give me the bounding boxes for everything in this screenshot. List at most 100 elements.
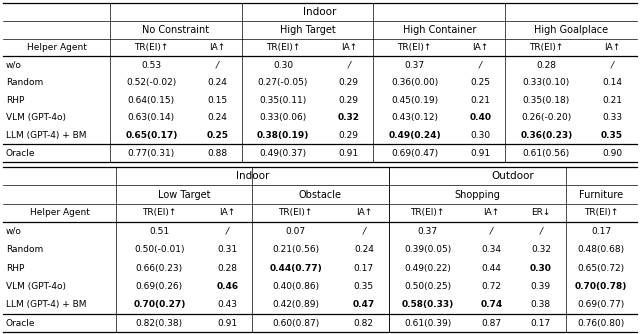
Text: TR(EI)↑: TR(EI)↑ <box>529 43 563 52</box>
Text: 0.64(0.15): 0.64(0.15) <box>128 96 175 105</box>
Text: 0.44: 0.44 <box>481 264 501 273</box>
Text: 0.27(-0.05): 0.27(-0.05) <box>258 78 308 87</box>
Text: 0.37: 0.37 <box>404 60 425 69</box>
Text: 0.36(0.00): 0.36(0.00) <box>391 78 438 87</box>
Text: 0.34: 0.34 <box>481 245 501 254</box>
Text: 0.29: 0.29 <box>339 131 359 140</box>
Text: 0.07: 0.07 <box>285 227 306 236</box>
Text: IA↑: IA↑ <box>220 208 236 217</box>
Text: Random: Random <box>6 245 43 254</box>
Text: 0.70(0.27): 0.70(0.27) <box>133 300 186 309</box>
Text: 0.21(0.56): 0.21(0.56) <box>272 245 319 254</box>
Text: 0.88: 0.88 <box>207 149 227 158</box>
Text: 0.77(0.31): 0.77(0.31) <box>128 149 175 158</box>
Text: 0.30: 0.30 <box>273 60 293 69</box>
Text: LLM (GPT-4) + BM: LLM (GPT-4) + BM <box>6 300 86 309</box>
Text: 0.46: 0.46 <box>216 282 239 291</box>
Text: IA↑: IA↑ <box>209 43 225 52</box>
Text: 0.35(0.11): 0.35(0.11) <box>259 96 307 105</box>
Text: 0.39(0.05): 0.39(0.05) <box>404 245 451 254</box>
Text: 0.28: 0.28 <box>536 60 556 69</box>
Text: High Goalplace: High Goalplace <box>534 25 608 35</box>
Text: 0.53: 0.53 <box>141 60 161 69</box>
Text: 0.25: 0.25 <box>206 131 228 140</box>
Text: 0.28: 0.28 <box>218 264 237 273</box>
Text: IA↑: IA↑ <box>356 208 372 217</box>
Text: 0.72: 0.72 <box>481 282 501 291</box>
Text: IA↑: IA↑ <box>472 43 488 52</box>
Text: 0.33(0.06): 0.33(0.06) <box>259 114 307 123</box>
Text: w/o: w/o <box>6 227 22 236</box>
Text: 0.15: 0.15 <box>207 96 227 105</box>
Text: 0.69(0.47): 0.69(0.47) <box>391 149 438 158</box>
Text: 0.91: 0.91 <box>218 319 237 328</box>
Text: 0.17: 0.17 <box>591 227 611 236</box>
Text: 0.35: 0.35 <box>601 131 623 140</box>
Text: Obstacle: Obstacle <box>299 190 342 199</box>
Text: /: / <box>226 227 229 236</box>
Text: 0.60(0.87): 0.60(0.87) <box>272 319 319 328</box>
Text: 0.35: 0.35 <box>354 282 374 291</box>
Text: 0.49(0.37): 0.49(0.37) <box>259 149 307 158</box>
Text: 0.32: 0.32 <box>531 245 551 254</box>
Text: No Constraint: No Constraint <box>143 25 209 35</box>
Text: Helper Agent: Helper Agent <box>27 43 86 52</box>
Text: w/o: w/o <box>6 60 22 69</box>
Text: 0.21: 0.21 <box>470 96 490 105</box>
Text: Oracle: Oracle <box>6 149 35 158</box>
Text: 0.91: 0.91 <box>470 149 490 158</box>
Text: Oracle: Oracle <box>6 319 35 328</box>
Text: Shopping: Shopping <box>454 190 500 199</box>
Text: VLM (GPT-4o): VLM (GPT-4o) <box>6 114 66 123</box>
Text: 0.37: 0.37 <box>417 227 438 236</box>
Text: 0.43(0.12): 0.43(0.12) <box>391 114 438 123</box>
Text: 0.58(0.33): 0.58(0.33) <box>401 300 454 309</box>
Text: 0.24: 0.24 <box>207 114 227 123</box>
Text: 0.17: 0.17 <box>531 319 551 328</box>
Text: 0.38(0.19): 0.38(0.19) <box>257 131 309 140</box>
Text: 0.51: 0.51 <box>149 227 170 236</box>
Text: TR(EI)↑: TR(EI)↑ <box>397 43 432 52</box>
Text: 0.52(-0.02): 0.52(-0.02) <box>126 78 177 87</box>
Text: /: / <box>540 227 542 236</box>
Text: 0.90: 0.90 <box>602 149 622 158</box>
Text: TR(EI)↑: TR(EI)↑ <box>278 208 313 217</box>
Text: /: / <box>479 60 482 69</box>
Text: 0.21: 0.21 <box>602 96 622 105</box>
Text: 0.69(0.77): 0.69(0.77) <box>577 300 625 309</box>
Text: IA↑: IA↑ <box>340 43 357 52</box>
Text: 0.30: 0.30 <box>530 264 552 273</box>
Text: 0.24: 0.24 <box>207 78 227 87</box>
Text: ER↓: ER↓ <box>531 208 550 217</box>
Text: TR(EI)↑: TR(EI)↑ <box>266 43 300 52</box>
Text: 0.76(0.80): 0.76(0.80) <box>577 319 625 328</box>
Text: 0.36(0.23): 0.36(0.23) <box>520 131 572 140</box>
Text: 0.17: 0.17 <box>354 264 374 273</box>
Text: RHP: RHP <box>6 264 24 273</box>
Text: 0.87: 0.87 <box>481 319 502 328</box>
Text: 0.26(-0.20): 0.26(-0.20) <box>521 114 572 123</box>
Text: 0.29: 0.29 <box>339 78 359 87</box>
Text: 0.82(0.38): 0.82(0.38) <box>136 319 183 328</box>
Text: /: / <box>348 60 350 69</box>
Text: 0.33(0.10): 0.33(0.10) <box>523 78 570 87</box>
Text: LLM (GPT-4) + BM: LLM (GPT-4) + BM <box>6 131 86 140</box>
Text: Outdoor: Outdoor <box>492 171 534 181</box>
Text: TR(EI)↑: TR(EI)↑ <box>134 43 168 52</box>
Text: 0.33: 0.33 <box>602 114 622 123</box>
Text: 0.48(0.68): 0.48(0.68) <box>578 245 625 254</box>
Text: 0.65(0.72): 0.65(0.72) <box>578 264 625 273</box>
Text: 0.31: 0.31 <box>218 245 237 254</box>
Text: Indoor: Indoor <box>236 171 269 181</box>
Text: 0.32: 0.32 <box>338 114 360 123</box>
Text: IA↑: IA↑ <box>483 208 500 217</box>
Text: /: / <box>611 60 614 69</box>
Text: 0.24: 0.24 <box>354 245 374 254</box>
Text: 0.91: 0.91 <box>339 149 359 158</box>
Text: 0.44(0.77): 0.44(0.77) <box>269 264 322 273</box>
Text: 0.38: 0.38 <box>531 300 551 309</box>
Text: 0.50(-0.01): 0.50(-0.01) <box>134 245 185 254</box>
Text: 0.29: 0.29 <box>339 96 359 105</box>
Text: High Target: High Target <box>280 25 335 35</box>
Text: 0.61(0.39): 0.61(0.39) <box>404 319 451 328</box>
